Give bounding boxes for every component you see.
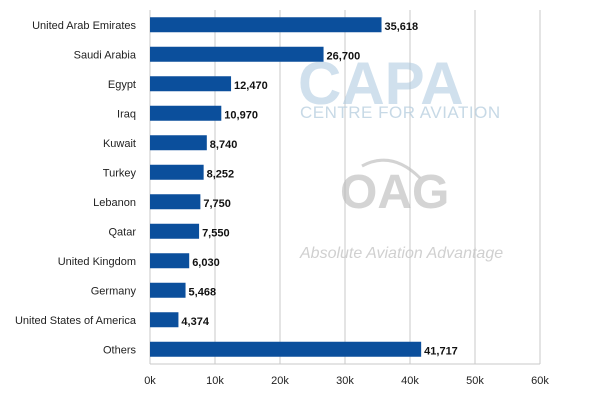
category-labels: United Arab Emirates Saudi Arabia Egypt Ira… bbox=[15, 20, 137, 357]
x-tick-label: 50k bbox=[466, 375, 484, 387]
category-label: Kuwait bbox=[103, 138, 136, 150]
data-label: 12,470 bbox=[234, 80, 268, 92]
bar bbox=[150, 135, 207, 151]
data-label: 4,374 bbox=[181, 316, 209, 328]
bar bbox=[150, 223, 200, 239]
category-label: Turkey bbox=[103, 167, 137, 179]
category-label: United Kingdom bbox=[58, 256, 136, 268]
category-label: United Arab Emirates bbox=[32, 20, 136, 32]
category-label: Saudi Arabia bbox=[74, 49, 137, 61]
bar bbox=[150, 17, 382, 33]
data-label: 8,252 bbox=[207, 168, 235, 180]
watermark: CAPA CENTRE FOR AVIATION OAG Absolute Av… bbox=[298, 50, 503, 262]
value-labels: 35,618 26,700 12,470 10,970 8,740 8,252 7,750 7… bbox=[181, 21, 457, 358]
oag-watermark-tagline: Absolute Aviation Advantage bbox=[299, 245, 503, 262]
x-tick-label: 20k bbox=[271, 375, 289, 387]
bar bbox=[150, 312, 179, 328]
capa-watermark-subtitle: CENTRE FOR AVIATION bbox=[300, 103, 501, 122]
bar bbox=[150, 341, 422, 357]
x-tick-label: 0k bbox=[144, 375, 156, 387]
category-label: Iraq bbox=[117, 108, 136, 120]
bar bbox=[150, 105, 222, 121]
gridlines bbox=[149, 10, 541, 365]
bar bbox=[150, 282, 186, 298]
data-label: 7,550 bbox=[202, 227, 230, 239]
x-tick-label: 60k bbox=[531, 375, 549, 387]
category-label: Egypt bbox=[108, 79, 136, 91]
capa-watermark-logo: CAPA bbox=[298, 50, 464, 117]
oag-watermark-logo: OAG bbox=[340, 166, 449, 219]
data-label: 7,750 bbox=[203, 198, 231, 210]
category-label: Germany bbox=[91, 285, 137, 297]
data-label: 5,468 bbox=[189, 286, 217, 298]
bars bbox=[150, 17, 422, 357]
bar bbox=[150, 76, 232, 92]
data-label: 26,700 bbox=[327, 50, 361, 62]
bar bbox=[150, 46, 324, 62]
category-label: Others bbox=[103, 344, 137, 356]
x-axis-tick-labels: 0k 10k 20k 30k 40k 50k 60k bbox=[144, 375, 549, 387]
x-tick-label: 40k bbox=[401, 375, 419, 387]
bar bbox=[150, 194, 201, 210]
data-label: 10,970 bbox=[224, 109, 258, 121]
category-label: Lebanon bbox=[93, 197, 136, 209]
data-label: 6,030 bbox=[192, 257, 220, 269]
category-label: United States of America bbox=[15, 315, 137, 327]
oag-swoosh-icon bbox=[361, 158, 422, 180]
x-tick-label: 10k bbox=[206, 375, 224, 387]
bar bbox=[150, 253, 190, 269]
data-label: 35,618 bbox=[385, 21, 419, 33]
category-label: Qatar bbox=[108, 226, 136, 238]
bar bbox=[150, 164, 204, 180]
data-label: 41,717 bbox=[424, 345, 458, 357]
x-tick-label: 30k bbox=[336, 375, 354, 387]
data-label: 8,740 bbox=[210, 139, 238, 151]
